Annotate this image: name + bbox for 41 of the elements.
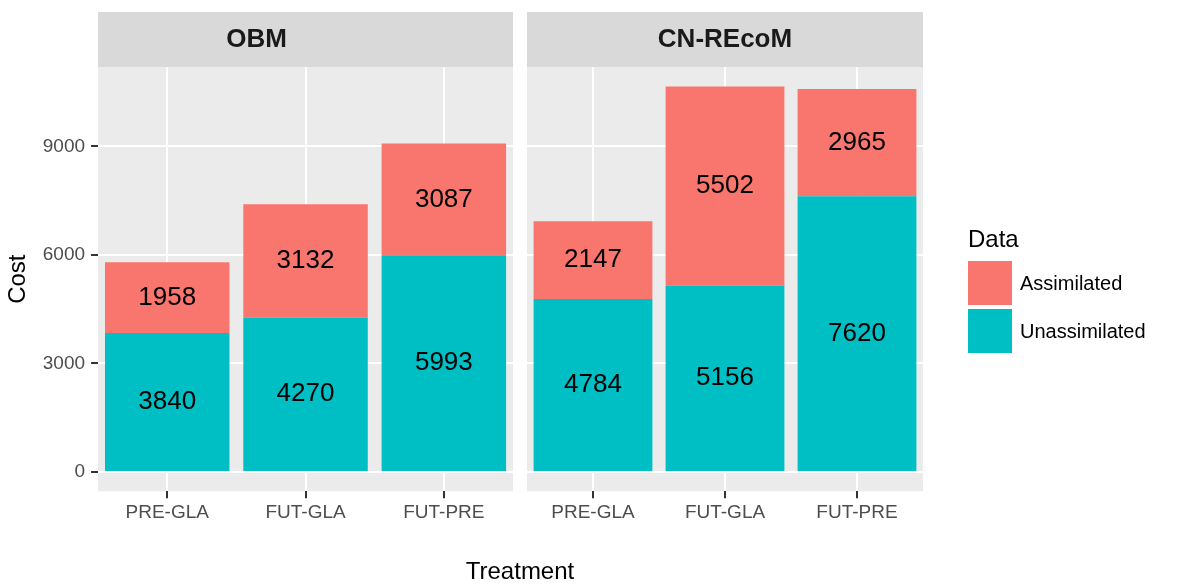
- y-tick-label: 3000: [42, 351, 86, 373]
- chart-title: CN-REcoM: [657, 22, 793, 53]
- data-label: 5156: [696, 361, 754, 392]
- bar: [243, 317, 368, 471]
- y-tick-label: 9000: [42, 134, 86, 156]
- legend-label: Unassimilated: [1020, 319, 1146, 343]
- bar: [533, 221, 653, 299]
- bar: [797, 89, 917, 197]
- bar: [104, 333, 230, 471]
- bar: [381, 255, 507, 471]
- data-label: 7620: [828, 316, 886, 347]
- data-label: 4270: [276, 377, 335, 408]
- data-label: 3132: [276, 244, 335, 275]
- chart-title: OBM: [226, 22, 287, 53]
- x-tick-label: FUT-PRE: [403, 500, 485, 522]
- data-label: 1958: [138, 280, 197, 311]
- data-label: 4784: [564, 368, 622, 399]
- x-axis-title: Treatment: [464, 557, 576, 585]
- data-label: 3087: [414, 182, 473, 213]
- legend-label: Assimilated: [1020, 271, 1123, 295]
- bar: [665, 285, 785, 471]
- y-axis-title: Cost: [3, 254, 31, 304]
- bar: [797, 196, 917, 471]
- data-label: 5993: [414, 346, 473, 377]
- bar: [243, 204, 368, 318]
- x-tick-label: PRE-GLA: [551, 500, 636, 522]
- data-label: 2147: [564, 243, 622, 274]
- legend-title: Data: [968, 225, 1020, 253]
- bar: [104, 262, 230, 334]
- bar: [665, 86, 785, 286]
- data-label: 2965: [828, 125, 886, 156]
- bar: [533, 298, 653, 471]
- x-tick-label: PRE-GLA: [125, 500, 210, 522]
- x-tick-label: FUT-PRE: [816, 500, 898, 522]
- y-tick-label: 6000: [42, 243, 86, 265]
- bar: [381, 143, 507, 256]
- data-label: 3840: [138, 385, 197, 416]
- data-label: 5502: [696, 169, 754, 200]
- y-tick-label: 0: [74, 460, 86, 482]
- x-tick-label: FUT-GLA: [684, 500, 766, 522]
- x-tick-label: FUT-GLA: [265, 500, 346, 522]
